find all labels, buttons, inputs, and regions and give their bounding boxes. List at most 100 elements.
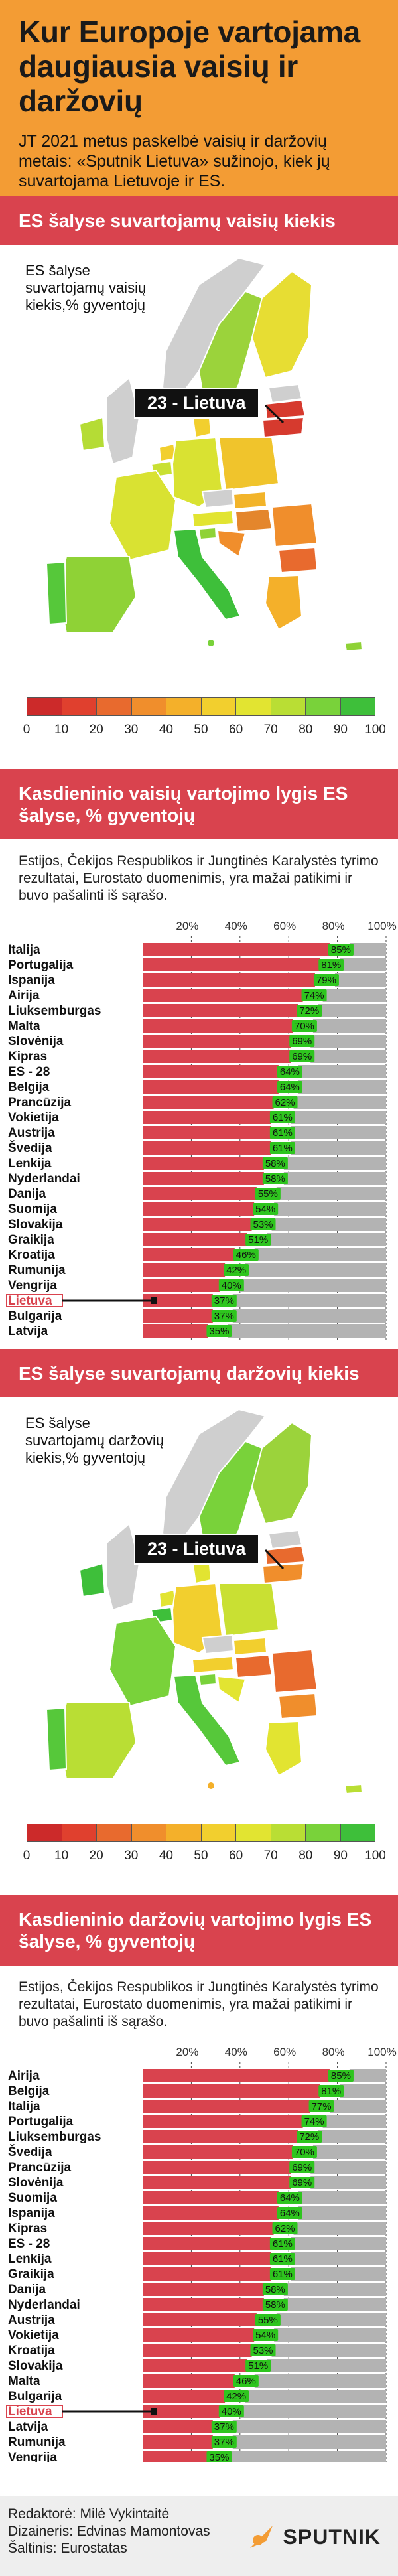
legend-swatch [27, 1824, 62, 1841]
legend-swatch [131, 1824, 166, 1841]
europe-map-veg [0, 1397, 398, 1809]
category-label: Austrija [8, 2313, 55, 2327]
category-label: Latvija [8, 2420, 48, 2434]
legend-tick: 40 [159, 1849, 173, 1863]
country-hungary [234, 508, 273, 533]
legend-tick: 70 [263, 1849, 278, 1863]
bar-remainder [293, 1096, 386, 1109]
bar-value-label: 64% [280, 1066, 300, 1078]
bar-remainder [310, 2176, 386, 2189]
bar-red [143, 2328, 255, 2342]
bar-value-label: 61% [273, 1112, 293, 1123]
legend-tick: 10 [54, 1849, 69, 1863]
bar-remainder [239, 2405, 386, 2418]
bar-red [143, 2374, 235, 2388]
bar-value-label: 74% [304, 990, 324, 1001]
bar-value-label: 58% [265, 2299, 285, 2311]
bar-remainder [291, 2267, 386, 2281]
bar-remainder [340, 958, 386, 971]
bar-value-label: 53% [253, 1219, 273, 1230]
legend-ticks: 0 10 20 30 40 50 60 70 80 90 100 [23, 1846, 386, 1866]
bar-red [143, 1324, 208, 1338]
country-slovakia [232, 1636, 268, 1656]
category-label: Portugalija [8, 958, 74, 972]
category-label: Nyderlandai [8, 2298, 80, 2312]
category-label: Belgija [8, 1080, 50, 1094]
country-bulgaria [277, 1692, 318, 1720]
bar-red [143, 1065, 279, 1078]
bar-remainder [291, 2237, 386, 2250]
veg-map-banner: ES šalyse suvartojamų daržovių kiekis [0, 1349, 398, 1397]
category-label: Lietuva [8, 1294, 52, 1308]
country-latvia [264, 399, 306, 420]
bar-value-tag [269, 2238, 295, 2250]
country-hungary [234, 1654, 273, 1679]
legend-swatch [62, 1824, 97, 1841]
category-label: Bulgarija [8, 2390, 62, 2403]
category-label: Lietuva [8, 2405, 52, 2419]
x-tick-label: 20% [176, 2046, 198, 2058]
category-label: Slovakija [8, 1218, 63, 1232]
bar-value-tag [291, 2146, 317, 2158]
country-italy [172, 1674, 241, 1767]
bar-value-label: 69% [292, 2162, 312, 2173]
country-austria [191, 509, 235, 528]
bar-red [143, 958, 320, 971]
bar-remainder [254, 1248, 386, 1261]
bar-value-label: 62% [275, 1097, 295, 1108]
bar-red [143, 2298, 264, 2311]
bar-value-tag [269, 1142, 295, 1154]
bar-red [143, 1218, 252, 1231]
legend-tick: 0 [23, 723, 31, 737]
bar-remainder [245, 1263, 386, 1277]
bar-red [143, 2237, 271, 2250]
bar-red [143, 2420, 213, 2433]
bar-value-label: 61% [273, 2238, 293, 2250]
category-label: Prancūzija [8, 2161, 71, 2175]
bar-value-tag [291, 1020, 317, 1032]
legend-swatch [166, 1824, 202, 1841]
bar-red [143, 1141, 271, 1155]
bar-value-tag [277, 1066, 302, 1078]
category-label: Lenkija [8, 2252, 52, 2266]
bar-value-tag [262, 1173, 288, 1184]
bar-value-label: 37% [214, 2437, 234, 2448]
bar-red [143, 2222, 274, 2235]
bar-value-label: 61% [273, 1143, 293, 1154]
x-tick-label: 40% [225, 2046, 247, 2058]
bar-remainder [340, 2084, 386, 2098]
country-ireland [78, 1562, 106, 1598]
category-label: Slovakija [8, 2359, 63, 2373]
bar-value-tag [211, 2421, 237, 2433]
country-uk [105, 1522, 141, 1611]
bar-remainder [254, 2374, 386, 2388]
bar-red [143, 1035, 291, 1048]
legend-color-scale [27, 697, 375, 716]
legend-tick: 100 [365, 723, 386, 737]
bar-value-tag [269, 1111, 295, 1123]
country-estonia [267, 1529, 303, 1550]
country-france [108, 469, 177, 561]
category-label: Airija [8, 2069, 40, 2083]
bar-value-tag [328, 944, 354, 956]
legend-swatch [201, 698, 236, 715]
bar-remainder [271, 1218, 386, 1231]
veg-map-callout: 23 - Lietuva [134, 1534, 259, 1565]
bar-remainder [298, 2191, 386, 2204]
bar-red [143, 1263, 226, 1277]
country-greece [264, 574, 303, 631]
category-label: Graikija [8, 1233, 54, 1247]
category-label: Suomija [8, 2191, 57, 2205]
bar-value-tag [218, 2405, 244, 2417]
legend-tick: 100 [365, 1849, 386, 1863]
bar-value-tag [245, 1234, 271, 1246]
bar-remainder [232, 1309, 386, 1323]
bar-red [143, 2313, 257, 2326]
bar-value-tag [224, 1264, 249, 1276]
bar-value-tag [206, 2451, 232, 2462]
bar-remainder [283, 1172, 386, 1185]
bar-value-label: 54% [255, 2330, 275, 2341]
bar-red [143, 2267, 271, 2281]
legend-tick: 0 [23, 1849, 31, 1863]
bar-value-label: 61% [273, 2254, 293, 2265]
